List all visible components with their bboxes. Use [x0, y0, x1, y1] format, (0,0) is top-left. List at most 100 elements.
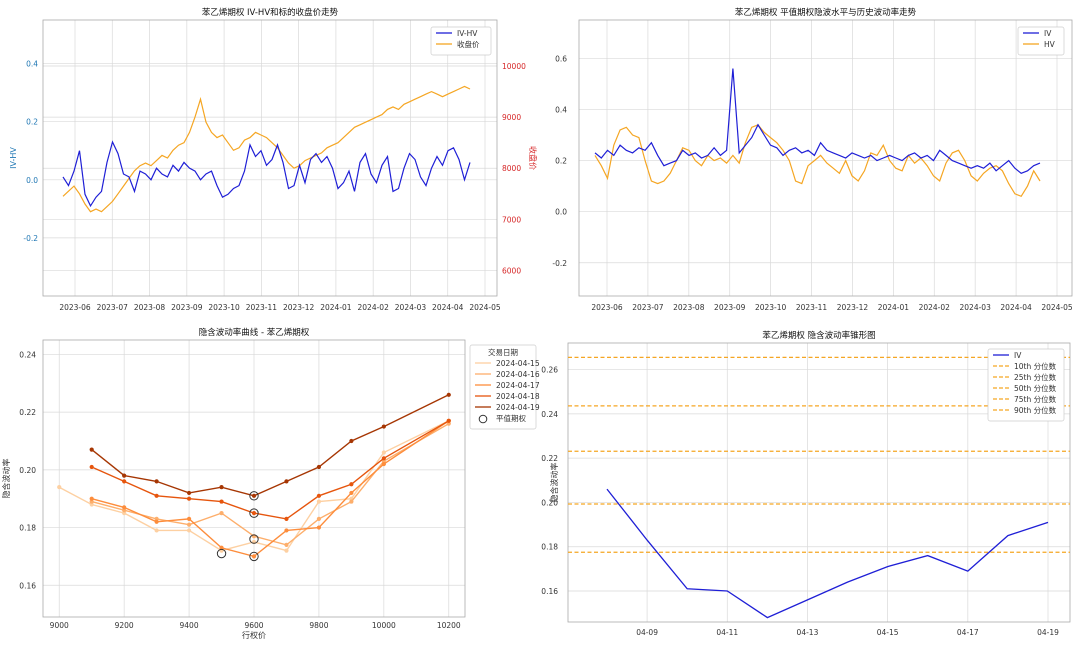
chart1-x-tick: 2024-03 [395, 303, 427, 312]
chart4-x-tick: 04-09 [636, 628, 658, 637]
chart4-x-tick: 04-11 [716, 628, 738, 637]
chart3-point-2024-04-17 [89, 496, 94, 501]
legend-label: 2024-04-17 [496, 381, 540, 390]
legend-label: IV [1014, 351, 1022, 360]
legend-label: IV-HV [457, 29, 478, 38]
chart1-y2-tick: 10000 [502, 62, 526, 71]
chart2-y-tick: 0.4 [555, 105, 567, 114]
chart3-line-2024-04-19 [91, 394, 450, 497]
chart2-x-tick: 2023-10 [755, 303, 787, 312]
chart2-x-tick: 2024-01 [878, 303, 910, 312]
legend-box [1017, 26, 1065, 56]
chart3-point-2024-04-18 [89, 464, 94, 470]
chart3-point-2024-04-18 [219, 499, 224, 504]
chart3-point-2024-04-17 [219, 545, 224, 550]
legend-label: 2024-04-16 [496, 370, 540, 379]
chart4-y-tick: 0.22 [541, 454, 558, 463]
legend-label: 2024-04-19 [496, 403, 540, 412]
chart4-title: 苯乙烯期权 隐含波动率锥形图 [762, 330, 875, 341]
chart3-point-2024-04-16 [349, 499, 354, 504]
chart3-point-2024-04-16 [284, 542, 289, 547]
chart1-y2-tick: 9000 [502, 113, 521, 122]
chart3-point-2024-04-19 [284, 479, 289, 484]
chart3-point-2024-04-17 [251, 554, 257, 559]
chart1-x-tick: 2024-04 [432, 303, 464, 312]
chart3-atm-marker [249, 508, 259, 518]
chart3-point-2024-04-15 [316, 499, 322, 504]
legend-title: 交易日期 [488, 347, 518, 357]
chart1-y-tick: -0.2 [23, 234, 38, 243]
chart1-x-tick: 2023-10 [208, 303, 240, 312]
legend-box [469, 344, 537, 430]
chart4-ylabel: 隐含波动率 [549, 463, 559, 503]
chart4-y-tick: 0.24 [541, 410, 558, 419]
legend-label: 10th 分位数 [1014, 361, 1057, 371]
chart3-point-2024-04-18 [251, 511, 257, 516]
chart4-frame [567, 342, 1071, 623]
chart3-point-2024-04-17 [154, 519, 159, 524]
chart3-point-2024-04-16 [154, 516, 159, 521]
legend-box [987, 348, 1065, 422]
chart3-x-tick: 9800 [309, 621, 328, 630]
chart3-point-2024-04-16 [122, 508, 127, 513]
chart3-x-tick: 10000 [372, 621, 396, 630]
chart2-x-tick: 2024-05 [1041, 303, 1073, 312]
chart3-point-2024-04-18 [349, 482, 354, 487]
chart3-atm-marker [249, 491, 259, 501]
chart1-y2-tick: 6000 [502, 266, 521, 275]
legend-label: 平值期权 [496, 413, 526, 423]
legend-label: 2024-04-15 [496, 359, 540, 368]
legend-label: 25th 分位数 [1014, 372, 1057, 382]
chart4-y-tick: 0.16 [541, 587, 558, 596]
chart2-title: 苯乙烯期权 平值期权隐波水平与历史波动率走势 [735, 7, 917, 18]
chart3-point-2024-04-18 [316, 493, 322, 498]
chart2-x-tick: 2024-02 [919, 303, 951, 312]
chart3-point-2024-04-18 [186, 496, 192, 501]
legend-label: 90th 分位数 [1014, 405, 1057, 415]
chart3-point-2024-04-15 [89, 502, 94, 507]
chart3-point-2024-04-19 [186, 490, 192, 496]
chart2-x-tick: 2023-12 [837, 303, 869, 312]
chart3-frame [42, 339, 466, 618]
chart3-point-2024-04-18 [122, 479, 127, 484]
chart1-y2label: 收盘价 [528, 146, 538, 170]
legend-marker-atm [478, 414, 488, 424]
chart1-y2-tick: 8000 [502, 164, 521, 173]
chart3-point-2024-04-16 [381, 459, 386, 464]
chart4-line-iv [606, 488, 1049, 619]
chart3-point-2024-04-16 [316, 516, 322, 521]
chart1-y-tick: 0.4 [26, 60, 38, 69]
chart4-x-tick: 04-13 [797, 628, 819, 637]
chart3-point-2024-04-18 [154, 493, 159, 498]
legend-label: HV [1044, 40, 1056, 49]
chart3-y-tick: 0.22 [19, 408, 36, 417]
chart2-x-tick: 2023-07 [632, 303, 664, 312]
chart3-atm-marker [216, 548, 227, 559]
chart3-point-2024-04-17 [381, 461, 386, 467]
chart3-x-tick: 9000 [50, 621, 69, 630]
chart1-x-tick: 2023-08 [134, 303, 166, 312]
chart2-y-tick: 0.2 [555, 157, 567, 166]
chart2-x-tick: 2024-04 [1000, 303, 1032, 312]
chart3-atm-marker [249, 551, 259, 562]
chart3-point-2024-04-19 [122, 473, 127, 478]
chart3-point-2024-04-19 [446, 392, 451, 397]
legend-label: 50th 分位数 [1014, 383, 1057, 393]
chart1-y-tick: 0.0 [26, 176, 38, 185]
chart3-point-2024-04-18 [381, 456, 386, 461]
chart1-title: 苯乙烯期权 IV-HV和标的收盘价走势 [202, 7, 339, 18]
chart3-y-tick: 0.20 [19, 466, 36, 475]
chart3-atm-marker [249, 534, 259, 544]
chart1-x-tick: 2024-02 [358, 303, 390, 312]
chart3-point-2024-04-19 [251, 493, 257, 498]
chart3-point-2024-04-16 [446, 421, 451, 426]
chart1-y2-tick: 7000 [502, 215, 521, 224]
chart3-point-2024-04-17 [316, 525, 322, 530]
chart3-point-2024-04-19 [316, 464, 322, 470]
chart3-point-2024-04-15 [381, 450, 386, 455]
chart4-y-tick: 0.20 [541, 498, 558, 507]
chart3-y-tick: 0.24 [19, 350, 36, 359]
chart3-point-2024-04-17 [186, 516, 192, 521]
